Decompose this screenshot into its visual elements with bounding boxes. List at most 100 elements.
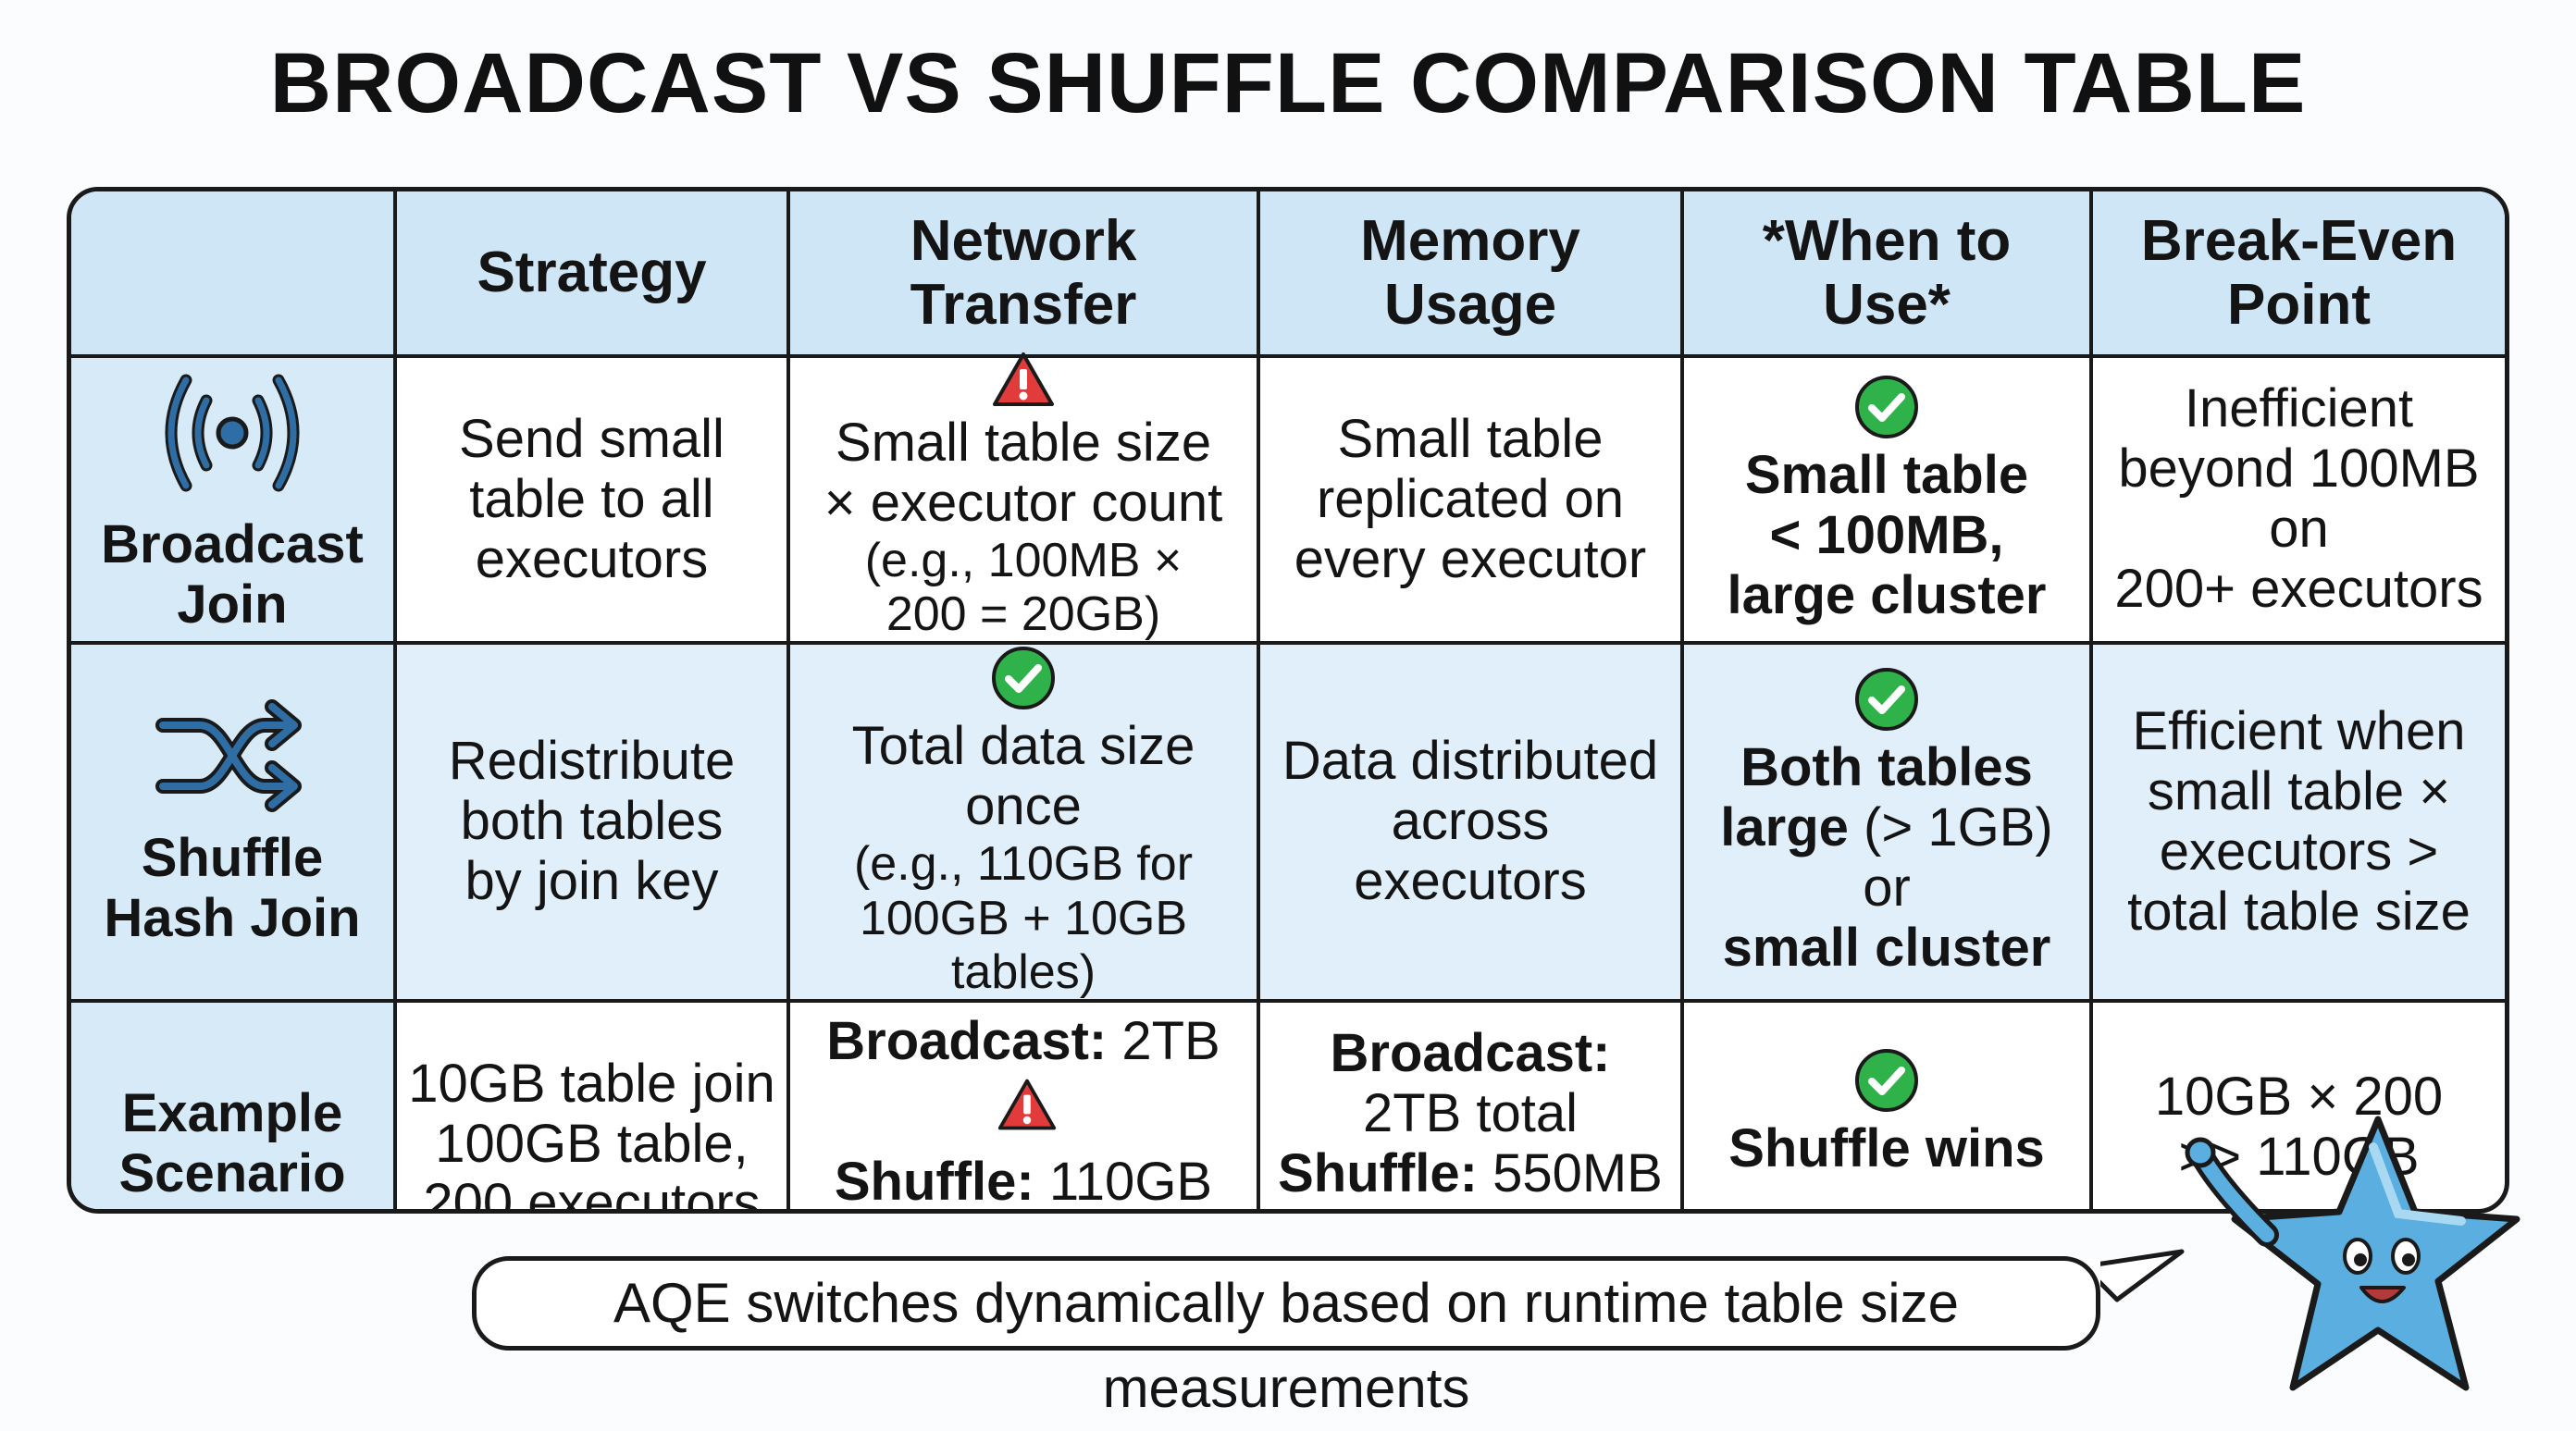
cell-broadcast-breakeven: Inefficient beyond 100MB on 200+ executo… xyxy=(2089,353,2505,646)
text-line: Broadcast: xyxy=(1330,1023,1611,1084)
text-normal: 550MB xyxy=(1477,1142,1663,1203)
row-shuffle-hash-join: Shuffle Hash Join Redistribute both tabl… xyxy=(71,641,2505,1003)
text-line: executors > xyxy=(2159,820,2439,882)
text-line: Total data size once xyxy=(851,716,1195,837)
text-line: × executor count xyxy=(824,472,1223,533)
text-line: by join key xyxy=(464,851,719,912)
text-bold: Broadcast: xyxy=(826,1010,1108,1071)
cell-example-network: Broadcast: 2TB Shuffle: 110GB xyxy=(786,998,1260,1213)
header-network-transfer: Network Transfer xyxy=(786,191,1260,358)
text-line: 200 = 20GB) xyxy=(886,587,1161,642)
text-line: Both tables xyxy=(1740,736,2033,797)
cell-broadcast-strategy: Send small table to all executors xyxy=(393,353,790,646)
text-bold: Shuffle: xyxy=(834,1152,1034,1213)
text-line: across executors xyxy=(1354,791,1587,912)
text-line: < 100MB, xyxy=(1769,504,2004,565)
text-normal: (> 1GB) or xyxy=(1848,796,2053,918)
text-line: Send small xyxy=(459,408,724,469)
rowhead-example: Example Scenario xyxy=(71,998,397,1209)
shuffle-icon xyxy=(155,698,302,812)
text-line: executors xyxy=(475,528,709,589)
footnote-speech-bubble: AQE switches dynamically based on runtim… xyxy=(472,1256,2100,1419)
check-icon xyxy=(1855,667,1918,731)
text-line: Small table xyxy=(1744,444,2029,505)
text-line: total table size xyxy=(2127,881,2471,942)
rowhead-shuffle-line2: Hash Join xyxy=(104,887,361,948)
broadcast-icon xyxy=(165,374,300,492)
text-line: 200+ executors xyxy=(2114,559,2483,620)
check-icon xyxy=(1855,375,1918,438)
rowhead-shuffle-line1: Shuffle xyxy=(141,827,324,888)
text-line: 100GB + 10GB tables) xyxy=(859,891,1188,999)
text-line: Small table xyxy=(1337,408,1604,469)
text-line: both tables xyxy=(460,791,724,852)
cell-broadcast-network: Small table size × executor count (e.g.,… xyxy=(786,352,1260,646)
rowhead-broadcast-line2: Join xyxy=(177,574,288,635)
text-line: small table × xyxy=(2147,760,2451,821)
header-memory-line2: Usage xyxy=(1383,273,1557,337)
text-line: Redistribute xyxy=(448,731,736,792)
header-break-even: Break-Even Point xyxy=(2089,191,2505,358)
text-line: per executor xyxy=(1269,1203,1671,1209)
text-line: table to all xyxy=(469,468,714,529)
header-strategy: Strategy xyxy=(393,191,790,358)
warning-icon xyxy=(993,352,1054,406)
star-mascot-icon xyxy=(2185,1116,2520,1391)
text-bold: large xyxy=(1720,796,1849,857)
rowhead-example-line1: Example xyxy=(121,1083,343,1144)
cell-shuffle-strategy: Redistribute both tables by join key xyxy=(393,641,790,1003)
text-line: Shuffle: 550MB xyxy=(1269,1142,1671,1204)
cell-shuffle-network: Total data size once (e.g., 110GB for 10… xyxy=(786,641,1260,1003)
cell-example-breakeven: 10GB × 200 >> 110GB xyxy=(2089,998,2505,1209)
text-line: 10GB × 200 xyxy=(2154,1066,2444,1127)
header-network-line2: Transfer xyxy=(910,273,1137,337)
check-icon xyxy=(992,647,1055,710)
cell-example-memory: Broadcast: 2TB total Shuffle: 550MB per … xyxy=(1257,998,1684,1209)
page-title: BROADCAST VS SHUFFLE COMPARISON TABLE xyxy=(269,36,2307,130)
cell-example-when: Shuffle wins xyxy=(1680,998,2093,1209)
check-icon xyxy=(1855,1048,1918,1112)
text-line: 200 executors xyxy=(423,1173,761,1214)
text-line: small cluster xyxy=(1722,917,2051,978)
text-line: 100GB table, xyxy=(435,1113,749,1174)
rowhead-shuffle: Shuffle Hash Join xyxy=(71,641,397,1003)
text-line: beyond 100MB on xyxy=(2118,438,2480,560)
cell-broadcast-memory: Small table replicated on every executor xyxy=(1257,353,1684,646)
text-line: Shuffle: 110GB xyxy=(799,1152,1247,1213)
text-bold: Shuffle: xyxy=(1278,1142,1478,1203)
text-line: replicated on xyxy=(1316,468,1625,529)
text-line: large cluster xyxy=(1727,564,2047,625)
cell-broadcast-when: Small table < 100MB, large cluster xyxy=(1680,353,2093,646)
row-broadcast-join: Broadcast Join Send small table to all e… xyxy=(71,352,2505,646)
header-corner xyxy=(71,191,397,358)
text-line: 10GB table join xyxy=(408,1053,775,1114)
rowhead-example-line2: Scenario xyxy=(118,1142,346,1203)
text-line: Small table size xyxy=(835,413,1212,473)
text-line: Data distributed xyxy=(1282,731,1659,792)
comparison-table: Strategy Network Transfer Memory Usage *… xyxy=(67,187,2509,1214)
header-breakeven-line2: Point xyxy=(2227,273,2371,337)
text-line: (e.g., 100MB × xyxy=(864,533,1183,587)
text-line: Shuffle wins xyxy=(1728,1117,2045,1178)
text-line: Efficient when xyxy=(2132,700,2466,761)
text-normal: 2TB xyxy=(1107,1010,1220,1071)
cell-shuffle-breakeven: Efficient when small table × executors >… xyxy=(2089,641,2505,1003)
cell-shuffle-when: Both tables large (> 1GB) or small clust… xyxy=(1680,641,2093,1003)
row-example-scenario: Example Scenario 10GB table join 100GB t… xyxy=(71,998,2505,1214)
text-line: every executor xyxy=(1294,528,1647,589)
rowhead-broadcast: Broadcast Join xyxy=(71,353,397,646)
header-when-to-use: *When to Use* xyxy=(1680,191,2093,358)
header-breakeven-line1: Break-Even xyxy=(2140,208,2458,273)
text-normal: 110GB xyxy=(1034,1152,1213,1213)
text-line: Broadcast: 2TB xyxy=(799,1010,1247,1133)
header-network-line1: Network xyxy=(910,208,1137,273)
text-line: 2TB total xyxy=(1362,1083,1579,1144)
text-line: (e.g., 110GB for xyxy=(853,837,1194,892)
header-memory-usage: Memory Usage xyxy=(1257,191,1684,358)
text-line: Inefficient xyxy=(2184,378,2414,439)
text-line: large (> 1GB) or xyxy=(1693,796,2080,919)
rowhead-broadcast-line1: Broadcast xyxy=(101,514,364,575)
cell-example-strategy: 10GB table join 100GB table, 200 executo… xyxy=(393,998,790,1214)
header-row: Strategy Network Transfer Memory Usage *… xyxy=(71,191,2505,358)
warning-icon xyxy=(997,1079,1057,1130)
